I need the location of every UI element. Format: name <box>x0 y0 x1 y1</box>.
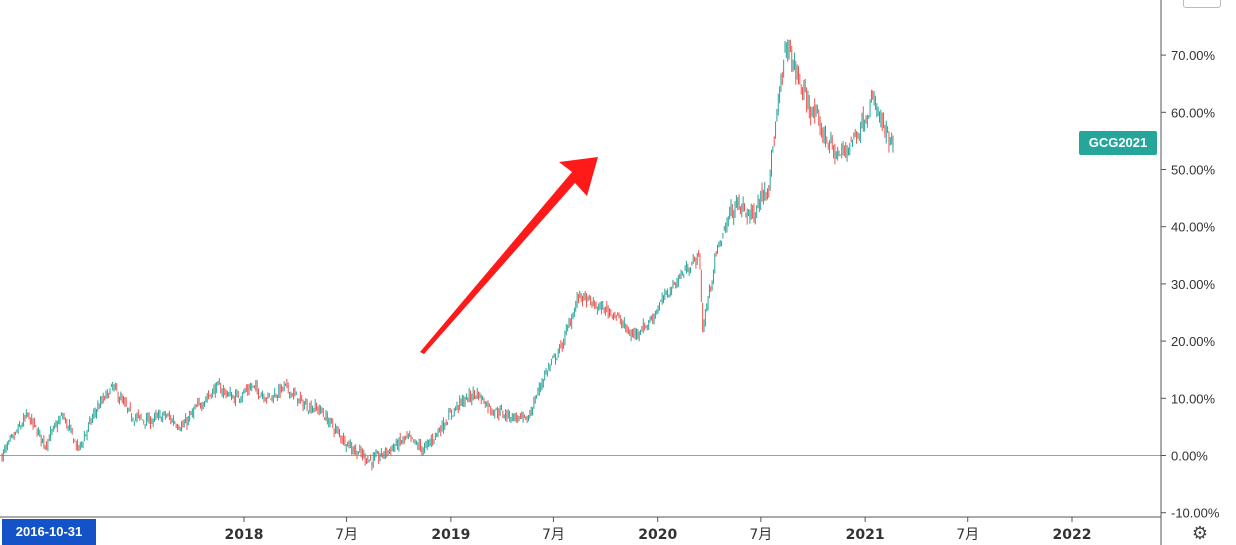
x-axis[interactable]: 2018 7月 2019 7月 2020 7月 2021 7月 2022 <box>0 516 1161 543</box>
symbol-price-label: GCG2021 <box>1079 131 1157 155</box>
x-tick-label: 2021 <box>846 527 885 543</box>
y-tick-label: 70.00% <box>1171 48 1216 63</box>
y-tick-label: 40.00% <box>1171 220 1216 235</box>
x-tick-label: 7月 <box>749 527 772 543</box>
candle-series <box>1 39 894 471</box>
scale-button[interactable] <box>1183 0 1221 8</box>
x-tick-label: 2018 <box>225 527 264 543</box>
x-tick-label: 2019 <box>431 527 470 543</box>
y-axis[interactable]: -10.00% 0.00% 10.00% 20.00% 30.00% 40.00% 50.0… <box>1160 0 1220 545</box>
y-tick-label: -10.00% <box>1171 506 1220 521</box>
gear-icon[interactable]: ⚙ <box>1191 523 1209 543</box>
x-tick-label: 7月 <box>956 527 979 543</box>
x-tick-label: 7月 <box>335 527 358 543</box>
y-tick-label: 20.00% <box>1171 334 1216 349</box>
x-tick-label: 2020 <box>638 527 677 543</box>
trend-arrow-annotation <box>420 157 598 354</box>
y-tick-label: 30.00% <box>1171 277 1216 292</box>
trend-arrow <box>420 157 598 354</box>
x-tick-label: 7月 <box>542 527 565 543</box>
y-tick-label: 0.00% <box>1171 449 1208 464</box>
y-tick-label: 60.00% <box>1171 105 1216 120</box>
crosshair-date-label: 2016-10-31 <box>2 519 96 545</box>
y-tick-label: 50.00% <box>1171 163 1216 178</box>
y-tick-label: 10.00% <box>1171 391 1216 406</box>
x-tick-label: 2022 <box>1053 527 1092 543</box>
